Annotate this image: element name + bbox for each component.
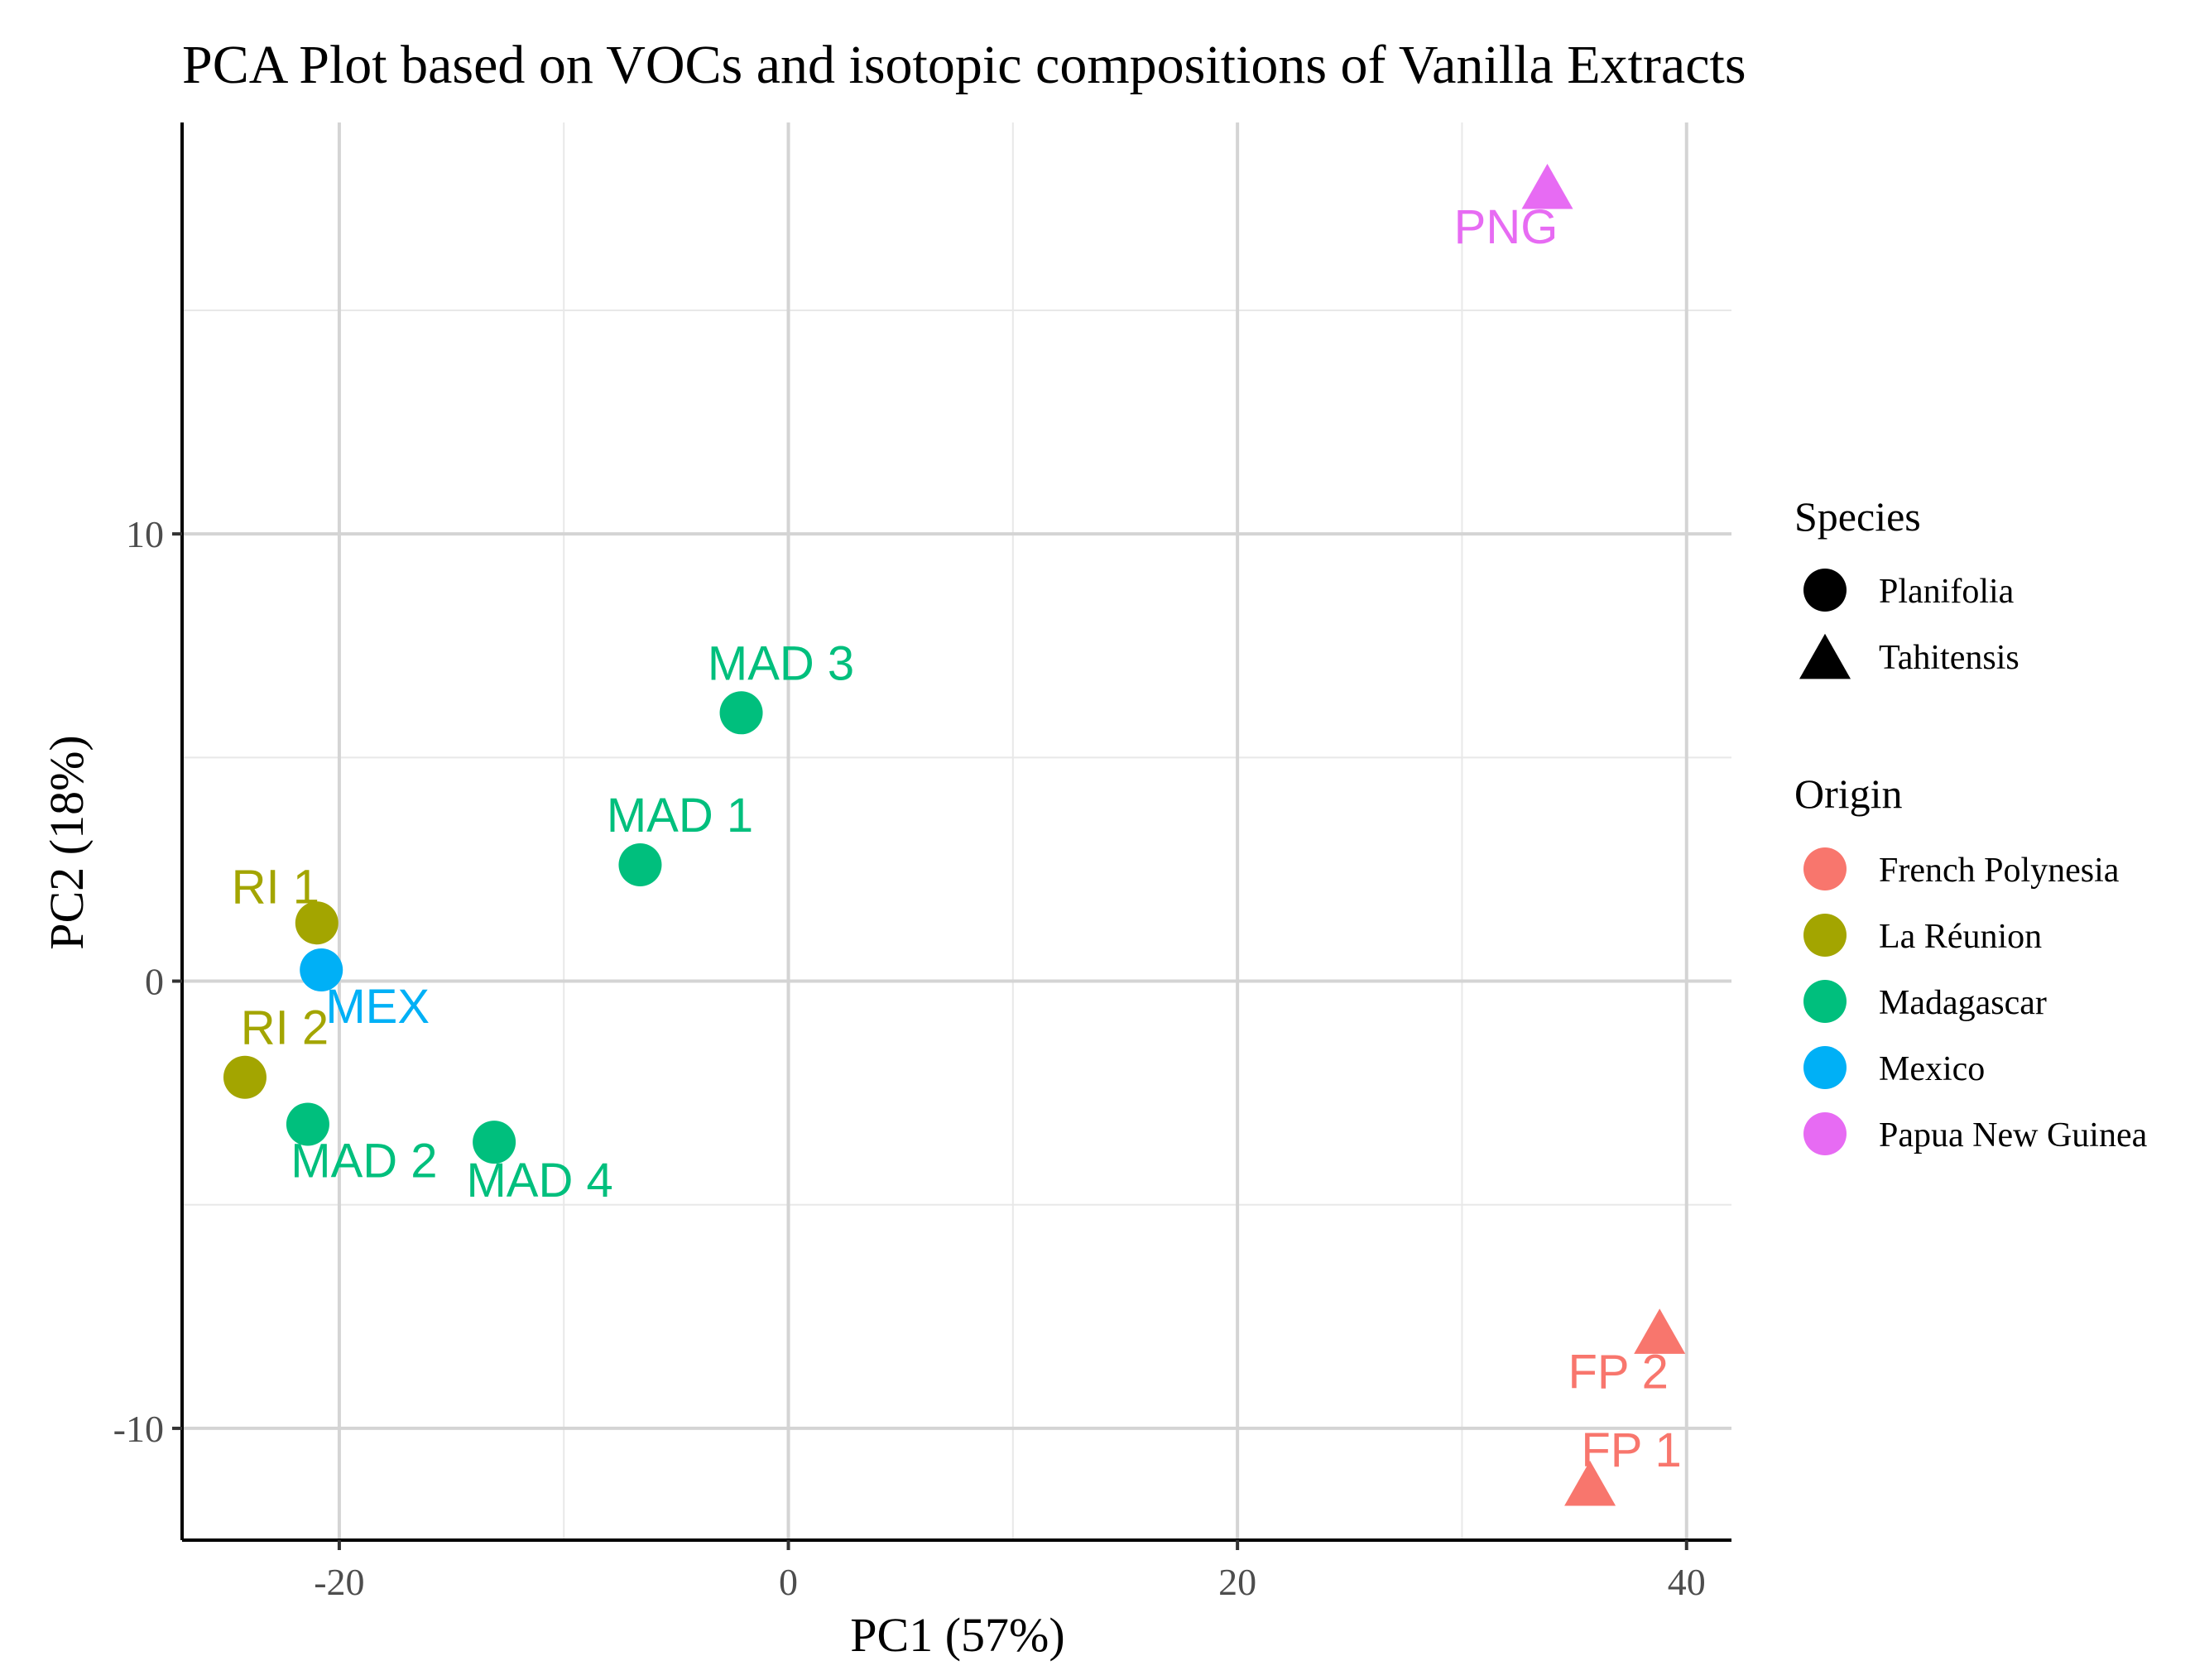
point-png [1521,163,1573,209]
legend-key-origin [1803,847,1847,890]
legend-key-origin [1803,980,1847,1023]
point-mad-4 [473,1121,516,1164]
data-points [223,163,1686,1506]
point-mad-1 [618,843,662,887]
legend-label-origin: Mexico [1879,1050,1985,1088]
grid [182,122,1731,1540]
legend-species-title: Species [1794,493,1921,540]
legend-label-origin: Papua New Guinea [1879,1116,2148,1154]
legend-label-origin: Madagascar [1879,984,2047,1022]
y-tick-label: -10 [113,1408,164,1450]
point-label: FP 2 [1568,1345,1668,1399]
legend-key-tahitensis [1799,633,1851,679]
point-label: RI 2 [241,1001,329,1055]
point-label: MAD 3 [708,636,854,690]
point-mad-2 [286,1102,329,1146]
axes [180,122,1731,1542]
x-tick-label: 20 [1218,1561,1256,1603]
legend-label-origin: La Réunion [1879,918,2042,956]
chart-title: PCA Plot based on VOCs and isotopic comp… [182,35,1746,95]
legend: Species Origin Planifolia Tahitensis Frenc… [1794,493,2148,1155]
point-ri-2 [223,1055,267,1099]
legend-key-origin [1803,1046,1847,1089]
legend-origin-title: Origin [1794,770,1903,817]
legend-label-origin: French Polynesia [1879,852,2120,890]
legend-key-planifolia [1803,569,1847,612]
x-tick-label: -20 [314,1561,364,1603]
legend-label-species: Planifolia [1879,573,2015,611]
y-axis-label: PC2 (18%) [40,735,94,949]
point-label: MEX [325,980,430,1034]
point-mad-3 [719,691,763,735]
point-ri-1 [295,901,339,945]
point-label: FP 1 [1581,1423,1681,1477]
legend-label-species: Tahitensis [1879,639,2020,677]
point-label: MAD 1 [607,789,753,842]
point-label: MAD 2 [291,1134,437,1188]
legend-key-origin [1803,1112,1847,1155]
x-axis-label: PC1 (57%) [850,1608,1064,1662]
point-mex [300,948,343,992]
x-tick-label: 0 [779,1561,798,1603]
ticks: -20 0 20 40 -10 0 10 [113,513,1706,1603]
legend-key-origin [1803,914,1847,957]
x-tick-label: 40 [1668,1561,1706,1603]
point-fp-1 [1564,1460,1616,1506]
point-label: RI 1 [232,860,319,914]
y-tick-label: 10 [126,513,164,555]
point-fp-2 [1634,1308,1686,1354]
point-label: PNG [1454,200,1558,254]
y-tick-label: 0 [145,961,164,1003]
point-label: MAD 4 [466,1154,612,1207]
